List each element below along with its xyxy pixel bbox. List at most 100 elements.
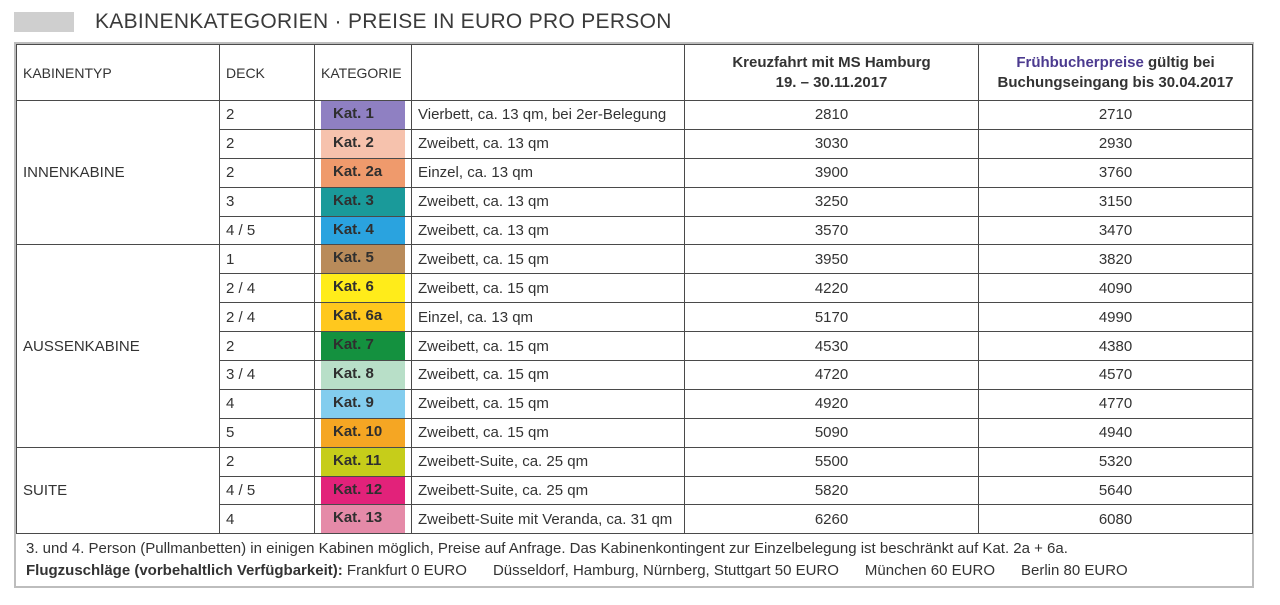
category-swatch: Kat. 2 bbox=[321, 130, 405, 158]
deck-cell: 5 bbox=[219, 417, 315, 448]
flights-label: Flugzuschläge (vorbehaltlich Verfügbarke… bbox=[26, 562, 343, 579]
deck-cell: 2 / 4 bbox=[219, 273, 315, 304]
category-cell: Kat. 11 bbox=[314, 446, 412, 477]
category-cell: Kat. 5 bbox=[314, 244, 412, 275]
category-cell: Kat. 1 bbox=[314, 100, 412, 130]
early-price-cell: 4090 bbox=[978, 273, 1253, 304]
category-swatch: Kat. 7 bbox=[321, 332, 405, 360]
early-price-cell: 4990 bbox=[978, 302, 1253, 333]
header-kategorie: KATEGORIE bbox=[314, 44, 412, 101]
early-price-cell: 2710 bbox=[978, 100, 1253, 130]
table-row: 4 Kat. 13 Zweibett-Suite mit Veranda, ca. … bbox=[17, 504, 1253, 535]
table-row: 3 / 4 Kat. 8 Zweibett, ca. 15 qm 4720 4570 bbox=[17, 360, 1253, 390]
category-cell: Kat. 13 bbox=[314, 504, 412, 535]
early-price-cell: 4380 bbox=[978, 331, 1253, 362]
description-cell: Zweibett, ca. 15 qm bbox=[411, 360, 685, 390]
category-swatch: Kat. 10 bbox=[321, 419, 405, 447]
early-price-cell: 3820 bbox=[978, 244, 1253, 275]
header-early-rest: gültig bei bbox=[1143, 53, 1215, 71]
price-cell: 4720 bbox=[684, 360, 979, 390]
flight-berlin: Berlin 80 EURO bbox=[1021, 562, 1128, 579]
category-swatch: Kat. 2a bbox=[321, 159, 405, 187]
category-swatch: Kat. 8 bbox=[321, 361, 405, 389]
price-cell: 5170 bbox=[684, 302, 979, 333]
deck-cell: 2 bbox=[219, 157, 315, 188]
description-cell: Zweibett, ca. 15 qm bbox=[411, 331, 685, 362]
early-price-cell: 2930 bbox=[978, 128, 1253, 159]
flight-muenchen: München 60 EURO bbox=[864, 562, 995, 579]
price-cell: 6260 bbox=[684, 504, 979, 535]
price-cell: 5090 bbox=[684, 417, 979, 448]
description-cell: Zweibett, ca. 13 qm bbox=[411, 186, 685, 217]
category-cell: Kat. 6a bbox=[314, 302, 412, 333]
table-row: 2 / 4 Kat. 6 Zweibett, ca. 15 qm 4220 4090 bbox=[17, 273, 1253, 304]
description-cell: Vierbett, ca. 13 qm, bei 2er-Belegung bbox=[411, 100, 685, 130]
cabin-type-cell: SUITE bbox=[16, 446, 220, 535]
category-swatch: Kat. 12 bbox=[321, 477, 405, 504]
category-swatch: Kat. 13 bbox=[321, 505, 405, 533]
price-cell: 4530 bbox=[684, 331, 979, 362]
table-row: 4 / 5 Kat. 12 Zweibett-Suite, ca. 25 qm 582… bbox=[17, 475, 1253, 506]
category-swatch: Kat. 5 bbox=[321, 245, 405, 273]
deck-cell: 2 bbox=[219, 128, 315, 159]
category-swatch: Kat. 1 bbox=[321, 101, 405, 129]
description-cell: Zweibett, ca. 15 qm bbox=[411, 273, 685, 304]
early-price-cell: 4770 bbox=[978, 388, 1253, 419]
header-early-accent: Frühbucherpreise bbox=[1016, 53, 1144, 71]
table-frame bbox=[14, 42, 1254, 588]
deck-cell: 1 bbox=[219, 244, 315, 275]
category-cell: Kat. 8 bbox=[314, 360, 412, 390]
table-row: 3 Kat. 3 Zweibett, ca. 13 qm 3250 3150 bbox=[17, 186, 1253, 217]
price-cell: 5820 bbox=[684, 475, 979, 506]
category-swatch: Kat. 9 bbox=[321, 390, 405, 418]
table-row: 2 / 4 Kat. 6a Einzel, ca. 13 qm 5170 4990 bbox=[17, 302, 1253, 333]
table-row: INNENKABINE 2 Kat. 1 Vierbett, ca. 13 qm, b… bbox=[16, 99, 1253, 246]
header-kabinentyp: KABINENTYP bbox=[16, 44, 220, 101]
price-cell: 2810 bbox=[684, 100, 979, 130]
early-price-cell: 6080 bbox=[978, 504, 1253, 535]
category-cell: Kat. 2 bbox=[314, 128, 412, 159]
description-cell: Zweibett, ca. 15 qm bbox=[411, 244, 685, 275]
price-cell: 5500 bbox=[684, 446, 979, 477]
category-cell: Kat. 9 bbox=[314, 388, 412, 419]
early-price-cell: 3470 bbox=[978, 215, 1253, 246]
deck-cell: 4 bbox=[219, 388, 315, 419]
header-price-early: Frühbucherpreise gültig bei Buchungseing… bbox=[978, 44, 1253, 101]
price-cell: 3030 bbox=[684, 128, 979, 159]
early-price-cell: 3760 bbox=[978, 157, 1253, 188]
category-cell: Kat. 3 bbox=[314, 186, 412, 217]
deck-cell: 2 bbox=[219, 331, 315, 362]
table-header-row: KABINENTYP DECK KATEGORIE Kreuzfahrt mit… bbox=[16, 44, 1253, 101]
deck-cell: 4 / 5 bbox=[219, 215, 315, 246]
description-cell: Zweibett-Suite, ca. 25 qm bbox=[411, 475, 685, 506]
category-cell: Kat. 10 bbox=[314, 417, 412, 448]
description-cell: Zweibett-Suite mit Veranda, ca. 31 qm bbox=[411, 504, 685, 535]
description-cell: Einzel, ca. 13 qm bbox=[411, 157, 685, 188]
category-cell: Kat. 12 bbox=[314, 475, 412, 506]
description-cell: Zweibett, ca. 15 qm bbox=[411, 388, 685, 419]
price-cell: 3900 bbox=[684, 157, 979, 188]
deck-cell: 3 / 4 bbox=[219, 360, 315, 390]
flight-group-50: Düsseldorf, Hamburg, Nürnberg, Stuttgart… bbox=[492, 562, 839, 579]
early-price-cell: 5640 bbox=[978, 475, 1253, 506]
footer-note: 3. und 4. Person (Pullmanbetten) in eini… bbox=[26, 540, 1068, 557]
description-cell: Einzel, ca. 13 qm bbox=[411, 302, 685, 333]
table-row: SUITE 2 Kat. 11 Zweibett-Suite, ca. 25 qm 55… bbox=[16, 446, 1253, 535]
footer-flights: Flugzuschläge (vorbehaltlich Verfügbarke… bbox=[26, 560, 1242, 582]
header-price-cruise-line1: Kreuzfahrt mit MS Hamburg bbox=[732, 53, 931, 71]
category-cell: Kat. 7 bbox=[314, 331, 412, 362]
price-cell: 3570 bbox=[684, 215, 979, 246]
price-table: KABINENTYP DECK KATEGORIE Kreuzfahrt mit… bbox=[16, 44, 1253, 535]
table-row: 2 Kat. 7 Zweibett, ca. 15 qm 4530 4380 bbox=[17, 331, 1253, 362]
cabin-type-cell: AUSSENKABINE bbox=[16, 244, 220, 448]
price-cell: 3250 bbox=[684, 186, 979, 217]
price-cell: 4220 bbox=[684, 273, 979, 304]
table-row: AUSSENKABINE 1 Kat. 5 Zweibett, ca. 15 qm 39… bbox=[16, 244, 1253, 448]
table-row: 2 Kat. 2 Zweibett, ca. 13 qm 3030 2930 bbox=[17, 128, 1253, 159]
header-early-line2: Buchungseingang bis 30.04.2017 bbox=[997, 73, 1234, 91]
page-title: KABINENKATEGORIEN · PREISE IN EURO PRO P… bbox=[95, 10, 672, 33]
deck-cell: 2 / 4 bbox=[219, 302, 315, 333]
table-row: 2 Kat. 2a Einzel, ca. 13 qm 3900 3760 bbox=[17, 157, 1253, 188]
deck-cell: 4 / 5 bbox=[219, 475, 315, 506]
category-cell: Kat. 2a bbox=[314, 157, 412, 188]
